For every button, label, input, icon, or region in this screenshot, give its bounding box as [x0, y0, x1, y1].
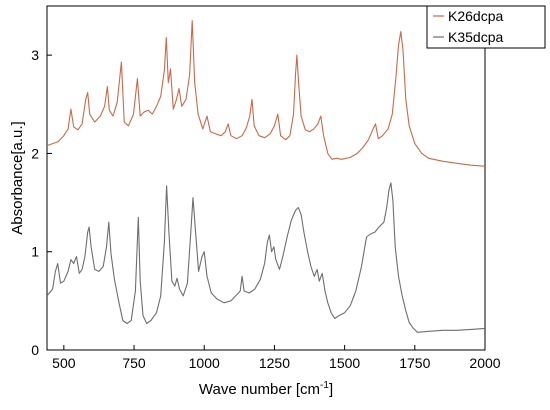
x-axis-title-sup: -1 [320, 380, 329, 391]
y-tick-label: 1 [31, 244, 39, 260]
series-line-k26dcpa [46, 20, 486, 167]
x-tick-label: 750 [122, 355, 146, 371]
y-tick-label: 0 [31, 342, 39, 358]
x-tick-label: 1750 [399, 355, 430, 371]
x-axis-ticks: 500 750 1000 1250 1500 1750 2000 [52, 345, 501, 371]
x-tick-label: 1250 [259, 355, 290, 371]
x-tick-label: 1500 [329, 355, 360, 371]
y-tick-label: 2 [31, 145, 39, 161]
series-line-k35dcpa [46, 182, 486, 333]
legend-label-k26dcpa: K26dcpa [448, 8, 503, 24]
x-axis-title-main: Wave number [cm [199, 381, 320, 398]
x-axis-title-suffix: ] [329, 381, 333, 398]
y-axis-ticks: 0 1 2 3 [31, 47, 52, 358]
legend-box [426, 5, 546, 49]
legend: K26dcpa K35dcpa [426, 5, 546, 49]
x-axis-title: Wave number [cm-1] [199, 380, 333, 398]
x-tick-label: 1000 [189, 355, 220, 371]
x-tick-label: 2000 [469, 355, 500, 371]
plot-frame [46, 5, 486, 351]
y-axis-title: Absorbance[a.u.] [9, 121, 26, 234]
legend-label-k35dcpa: K35dcpa [448, 29, 503, 45]
y-tick-label: 3 [31, 47, 39, 63]
x-tick-label: 500 [52, 355, 76, 371]
series-lines [46, 20, 486, 333]
